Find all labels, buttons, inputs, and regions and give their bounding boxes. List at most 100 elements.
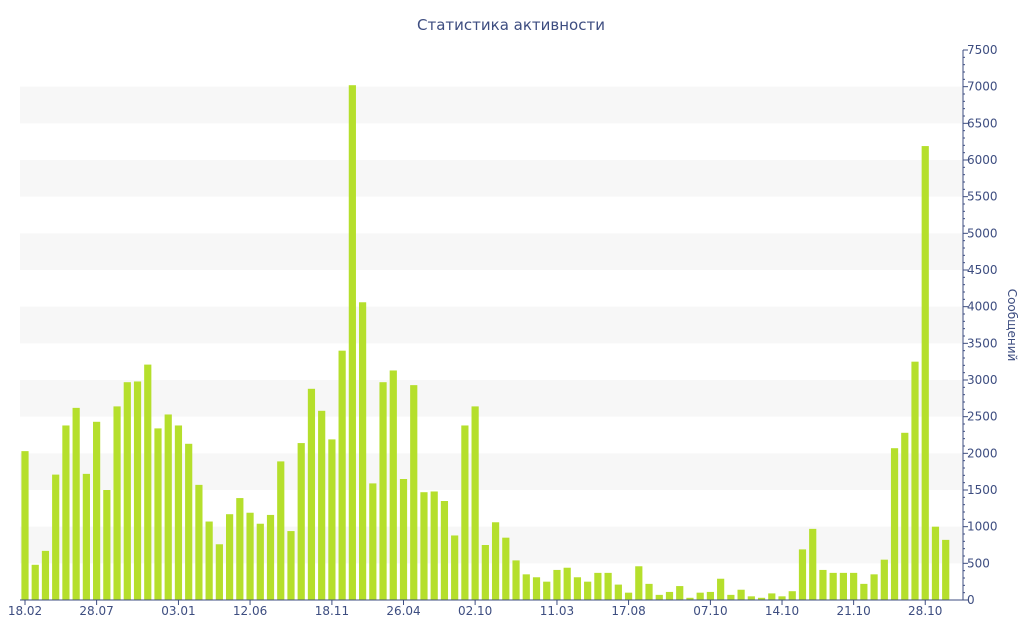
bar[interactable]	[522, 574, 530, 600]
bar[interactable]	[164, 414, 172, 600]
bar[interactable]	[594, 572, 602, 600]
bar[interactable]	[543, 581, 551, 600]
bar[interactable]	[461, 425, 469, 600]
y-axis-label: Сообщений	[1005, 289, 1019, 362]
x-tick-label: 28.07	[79, 604, 113, 618]
bar[interactable]	[819, 569, 827, 600]
bar[interactable]	[563, 567, 571, 600]
bar[interactable]	[942, 539, 950, 600]
bar[interactable]	[778, 596, 786, 600]
bar[interactable]	[931, 526, 940, 600]
bar[interactable]	[747, 596, 755, 600]
bar[interactable]	[93, 421, 101, 600]
bar[interactable]	[185, 443, 193, 600]
bar[interactable]	[604, 572, 612, 600]
bar[interactable]	[215, 544, 223, 600]
bar[interactable]	[103, 490, 111, 600]
bar[interactable]	[338, 350, 346, 600]
bar[interactable]	[880, 559, 888, 600]
bar[interactable]	[655, 594, 663, 600]
bar[interactable]	[757, 597, 766, 600]
bar[interactable]	[420, 492, 428, 600]
bar[interactable]	[809, 528, 817, 600]
bar[interactable]	[123, 382, 131, 600]
bar[interactable]	[440, 501, 449, 600]
bar[interactable]	[389, 370, 397, 600]
bar[interactable]	[256, 523, 264, 600]
bar[interactable]	[890, 448, 899, 600]
bar[interactable]	[665, 591, 674, 600]
bar[interactable]	[52, 474, 60, 600]
bar[interactable]	[686, 597, 694, 600]
bar[interactable]	[174, 425, 183, 600]
bar[interactable]	[62, 425, 70, 600]
bar[interactable]	[717, 578, 725, 600]
bar[interactable]	[532, 577, 541, 600]
bar[interactable]	[471, 406, 479, 600]
y-tick-label: 6000	[967, 153, 998, 167]
grid-band	[20, 233, 963, 270]
bar[interactable]	[645, 583, 653, 600]
bar[interactable]	[266, 514, 275, 600]
bar[interactable]	[860, 583, 868, 600]
bar[interactable]	[21, 451, 29, 600]
bar[interactable]	[798, 549, 807, 600]
y-tick-label: 3000	[967, 373, 998, 387]
bar[interactable]	[921, 146, 929, 600]
bar[interactable]	[358, 302, 367, 600]
bar[interactable]	[727, 594, 735, 600]
bar[interactable]	[144, 364, 152, 600]
bar[interactable]	[399, 479, 408, 600]
bar[interactable]	[911, 361, 919, 600]
bar[interactable]	[870, 574, 878, 600]
bar[interactable]	[676, 586, 684, 600]
bar[interactable]	[614, 584, 622, 600]
bar[interactable]	[573, 577, 582, 600]
bar[interactable]	[829, 572, 837, 600]
bar[interactable]	[154, 428, 162, 600]
bar[interactable]	[451, 535, 459, 600]
bar[interactable]	[31, 564, 39, 600]
bar[interactable]	[410, 385, 418, 600]
bar[interactable]	[901, 432, 909, 600]
bar[interactable]	[226, 514, 234, 600]
bar[interactable]	[379, 382, 387, 600]
bar[interactable]	[850, 572, 858, 600]
bar[interactable]	[287, 531, 295, 600]
bar[interactable]	[624, 592, 633, 600]
bar[interactable]	[246, 512, 254, 600]
bar[interactable]	[277, 461, 285, 600]
bar[interactable]	[584, 581, 592, 600]
bar[interactable]	[502, 537, 510, 600]
bar[interactable]	[318, 410, 326, 600]
bar[interactable]	[553, 569, 561, 600]
bar[interactable]	[788, 591, 796, 600]
bar[interactable]	[195, 484, 203, 600]
bar[interactable]	[307, 388, 316, 600]
bar[interactable]	[737, 589, 745, 600]
bar[interactable]	[635, 566, 643, 600]
bar[interactable]	[297, 443, 305, 600]
bar[interactable]	[512, 560, 520, 600]
bar[interactable]	[768, 593, 776, 600]
bar[interactable]	[481, 545, 489, 600]
bar[interactable]	[369, 483, 377, 600]
x-tick-label: 28.10	[908, 604, 942, 618]
bar[interactable]	[348, 85, 356, 600]
bar[interactable]	[205, 521, 213, 600]
bar[interactable]	[491, 522, 500, 600]
x-tick-label: 11.03	[540, 604, 574, 618]
bar[interactable]	[72, 407, 80, 600]
bar[interactable]	[113, 406, 121, 600]
bar[interactable]	[236, 498, 244, 600]
bar[interactable]	[706, 591, 715, 600]
bar[interactable]	[328, 439, 336, 600]
bar[interactable]	[430, 491, 438, 600]
bar[interactable]	[41, 550, 50, 600]
y-tick-label: 2000	[967, 446, 998, 460]
x-tick-label: 26.04	[386, 604, 420, 618]
bar[interactable]	[839, 572, 847, 600]
bar[interactable]	[133, 381, 142, 600]
bar[interactable]	[82, 473, 90, 600]
bar[interactable]	[696, 592, 704, 600]
